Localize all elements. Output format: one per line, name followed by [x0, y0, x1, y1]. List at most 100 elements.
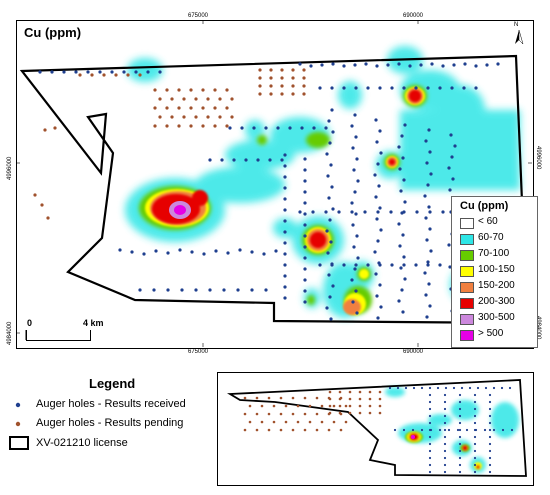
auger-hole — [330, 108, 334, 112]
auger-hole — [353, 63, 357, 67]
auger-hole — [423, 271, 427, 275]
auger-hole — [424, 293, 428, 297]
auger-hole — [201, 106, 205, 110]
auger-hole — [331, 62, 335, 66]
auger-hole — [443, 442, 447, 446]
auger-hole — [402, 255, 406, 259]
auger-hole — [443, 449, 447, 453]
auger-hole — [443, 435, 447, 439]
auger-hole — [458, 407, 462, 411]
auger-hole — [331, 130, 335, 134]
cu-legend-label: 100-150 — [478, 264, 515, 275]
auger-hole — [280, 92, 284, 96]
auger-hole — [338, 411, 342, 415]
auger-hole — [397, 222, 401, 226]
auger-hole — [243, 396, 247, 400]
auger-hole — [344, 420, 348, 424]
auger-hole — [337, 210, 341, 214]
auger-hole — [280, 76, 284, 80]
auger-hole — [339, 428, 343, 432]
auger-hole — [350, 210, 354, 214]
auger-hole — [396, 386, 400, 390]
auger-hole — [376, 162, 380, 166]
auger-hole — [484, 386, 488, 390]
auger-hole — [258, 76, 262, 80]
auger-hole — [225, 124, 229, 128]
auger-hole — [283, 252, 287, 256]
auger-hole — [256, 158, 260, 162]
auger-hole — [342, 263, 346, 267]
auger-hole — [428, 150, 432, 154]
auger-hole — [328, 295, 332, 299]
cu-legend-swatch — [460, 298, 474, 309]
auger-hole — [488, 428, 492, 432]
auger-hole — [189, 88, 193, 92]
auger-hole — [228, 126, 232, 130]
auger-hole — [177, 88, 181, 92]
auger-hole — [262, 252, 266, 256]
auger-hole — [158, 115, 162, 119]
auger-hole — [154, 249, 158, 253]
auger-hole — [320, 420, 324, 424]
auger-hole — [426, 263, 430, 267]
auger-hole — [260, 404, 264, 408]
auger-hole — [328, 218, 332, 222]
auger-hole — [510, 428, 514, 432]
cu-legend-swatch — [460, 330, 474, 341]
auger-hole — [134, 70, 138, 74]
auger-hole — [488, 449, 492, 453]
auger-hole — [377, 184, 381, 188]
auger-hole — [90, 73, 94, 77]
auger-hole — [327, 119, 331, 123]
auger-hole — [424, 216, 428, 220]
auger-hole — [315, 396, 319, 400]
auger-hole — [283, 164, 287, 168]
auger-hole — [320, 404, 324, 408]
auger-hole — [488, 407, 492, 411]
auger-hole — [74, 70, 78, 74]
auger-hole — [308, 404, 312, 408]
auger-hole — [398, 167, 402, 171]
auger-hole — [170, 115, 174, 119]
auger-hole — [399, 266, 403, 270]
auger-hole — [348, 397, 352, 401]
auger-hole — [213, 106, 217, 110]
auger-hole — [350, 278, 354, 282]
auger-hole — [300, 126, 304, 130]
auger-hole — [244, 158, 248, 162]
auger-hole — [283, 296, 287, 300]
auger-hole — [443, 400, 447, 404]
auger-hole — [427, 282, 431, 286]
auger-hole — [458, 463, 462, 467]
auger-hole — [158, 70, 162, 74]
auger-hole — [378, 411, 382, 415]
auger-hole — [373, 173, 377, 177]
auger-hole — [458, 435, 462, 439]
auger-hole — [330, 185, 334, 189]
auger-hole — [355, 311, 359, 315]
auger-hole — [98, 70, 102, 74]
auger-hole — [483, 428, 487, 432]
auger-hole — [280, 68, 284, 72]
auger-hole — [279, 428, 283, 432]
scale-end-label: 4 km — [83, 318, 104, 328]
auger-hole — [429, 428, 433, 432]
auger-hole — [438, 263, 442, 267]
cu-legend-swatch — [460, 266, 474, 277]
auger-hole — [378, 206, 382, 210]
auger-hole — [353, 267, 357, 271]
auger-hole — [458, 414, 462, 418]
auger-hole — [269, 84, 273, 88]
auger-hole — [267, 412, 271, 416]
cu-legend-swatch — [460, 234, 474, 245]
easting-label-bottom-1: 675000 — [188, 349, 209, 355]
auger-hole — [283, 153, 287, 157]
auger-hole — [291, 76, 295, 80]
auger-hole — [327, 273, 331, 277]
cu-legend-item: 150-200 — [460, 280, 535, 293]
auger-hole — [443, 407, 447, 411]
auger-hole — [473, 421, 477, 425]
auger-hole — [303, 267, 307, 271]
auger-hole — [302, 68, 306, 72]
auger-hole — [450, 86, 454, 90]
